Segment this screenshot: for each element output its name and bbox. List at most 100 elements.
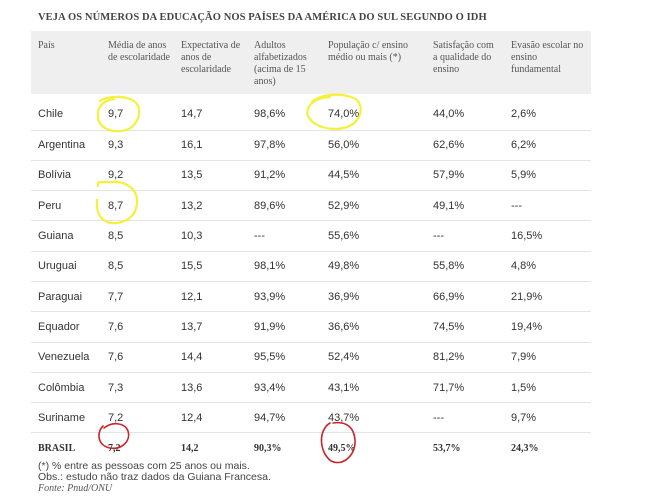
table-title: VEJA OS NÚMEROS DA EDUCAÇÃO NOS PAÍSES D… (38, 12, 487, 23)
table-row: Peru 8,7 13,2 89,6% 52,9% 49,1% --- (31, 190, 591, 221)
education-table: País Média de anos de escolaridade Expec… (31, 31, 591, 463)
footnote-asterisk: (*) % entre as pessoas com 25 anos ou ma… (38, 460, 250, 472)
data-cell: --- (433, 230, 444, 243)
data-cell: 9,7% (511, 411, 537, 424)
country-cell: Chile (38, 107, 64, 120)
data-cell: 9,3 (108, 139, 124, 152)
header-row: País Média de anos de escolaridade Expec… (31, 31, 591, 94)
country-cell: Suriname (38, 411, 86, 424)
data-cell: 71,7% (433, 381, 465, 394)
data-cell: --- (511, 199, 522, 212)
data-cell: 13,2 (181, 199, 203, 212)
table-row: Venezuela 7,6 14,4 95,5% 52,4% 81,2% 7,9… (31, 342, 591, 372)
data-cell: 36,9% (328, 290, 360, 303)
data-cell: 49,8% (328, 260, 360, 273)
data-cell: 14,4 (181, 351, 203, 364)
table-row: Chile 9,7 14,7 98,6% 74,0% 44,0% 2,6% (31, 94, 591, 130)
data-cell: --- (254, 230, 265, 243)
data-cell: 19,4% (511, 320, 543, 333)
country-cell: Paraguai (38, 290, 83, 303)
data-cell: 12,4 (181, 411, 203, 424)
data-cell: 12,1 (181, 290, 203, 303)
data-cell: 89,6% (254, 199, 286, 212)
data-cell: 14,7 (181, 107, 203, 120)
country-cell: Colômbia (38, 381, 85, 394)
data-cell: 8,7 (108, 199, 124, 212)
data-cell: 53,7% (433, 442, 461, 454)
table-row: Uruguai 8,5 15,5 98,1% 49,8% 55,8% 4,8% (31, 251, 591, 281)
data-cell: 44,0% (433, 107, 465, 120)
col-header-satisfacao: Satisfação com a qualidade do ensino (426, 31, 504, 94)
data-cell: 7,3 (108, 381, 124, 394)
table-row: Paraguai 7,7 12,1 93,9% 36,9% 66,9% 21,9… (31, 281, 591, 311)
data-cell: 16,5% (511, 230, 543, 243)
data-cell: 6,2% (511, 139, 537, 152)
data-cell: 24,3% (511, 442, 539, 454)
data-cell: 43,1% (328, 381, 360, 394)
country-cell: Equador (38, 320, 80, 333)
country-cell: Peru (38, 199, 62, 212)
data-cell: 5,9% (511, 169, 537, 182)
data-cell: 15,5 (181, 260, 203, 273)
data-cell: 55,8% (433, 260, 465, 273)
table-row: Bolívia 9,2 13,5 91,2% 44,5% 57,9% 5,9% (31, 160, 591, 190)
table-row: Argentina 9,3 16,1 97,8% 56,0% 62,6% 6,2… (31, 130, 591, 160)
data-cell: 16,1 (181, 139, 203, 152)
table-row: Suriname 7,2 12,4 94,7% 43,7% --- 9,7% (31, 402, 591, 433)
data-cell: 7,9% (511, 351, 537, 364)
data-cell: 90,3% (254, 442, 282, 454)
source-note: Fonte: Pnud/ONU (38, 483, 113, 494)
data-cell: 7,2 (108, 442, 121, 454)
data-cell: 62,6% (433, 139, 465, 152)
country-cell: Guiana (38, 230, 74, 243)
data-cell: 9,2 (108, 169, 124, 182)
country-cell: Venezuela (38, 351, 90, 364)
data-cell: 13,7 (181, 320, 203, 333)
data-cell: 93,9% (254, 290, 286, 303)
data-cell: 49,1% (433, 199, 465, 212)
country-cell: BRASIL (38, 442, 76, 454)
data-cell: 10,3 (181, 230, 203, 243)
col-header-evasao: Evasão escolar no ensino fundamental (504, 31, 591, 94)
col-header-expectativa: Expectativa de anos de escolaridade (174, 31, 247, 94)
data-cell: 56,0% (328, 139, 360, 152)
data-cell: 8,5 (108, 260, 124, 273)
table-row: Colômbia 7,3 13,6 93,4% 43,1% 71,7% 1,5% (31, 372, 591, 402)
col-header-pais: País (31, 31, 101, 94)
data-cell: 36,6% (328, 320, 360, 333)
data-cell: 7,7 (108, 290, 124, 303)
col-header-media-anos: Média de anos de escolaridade (101, 31, 174, 94)
footnote-obs: Obs.: estudo não traz dados da Guiana Fr… (38, 471, 271, 483)
col-header-ensino-medio: População c/ ensino médio ou mais (*) (321, 31, 426, 94)
data-cell: 7,6 (108, 351, 124, 364)
data-cell: 13,5 (181, 169, 203, 182)
data-cell: 93,4% (254, 381, 286, 394)
data-cell: 98,1% (254, 260, 286, 273)
data-cell: 91,9% (254, 320, 286, 333)
data-cell: 14,2 (181, 442, 199, 454)
data-cell: 81,2% (433, 351, 465, 364)
table-footnotes: (*) % entre as pessoas com 25 anos ou ma… (38, 460, 271, 495)
table-row: Equador 7,6 13,7 91,9% 36,6% 74,5% 19,4% (31, 311, 591, 342)
data-cell: 9,7 (108, 107, 124, 120)
country-cell: Bolívia (38, 169, 72, 182)
data-cell: 94,7% (254, 411, 286, 424)
data-cell: 44,5% (328, 169, 360, 182)
data-cell: 43,7% (328, 411, 360, 424)
data-cell: 74,5% (433, 320, 465, 333)
data-cell: 49,5% (328, 442, 356, 454)
data-cell: 13,6 (181, 381, 203, 394)
country-cell: Uruguai (38, 260, 77, 273)
data-cell: 91,2% (254, 169, 286, 182)
data-cell: 2,6% (511, 107, 537, 120)
data-cell: 55,6% (328, 230, 360, 243)
country-cell: Argentina (38, 139, 86, 152)
data-cell: 1,5% (511, 381, 537, 394)
data-cell: 98,6% (254, 107, 286, 120)
data-cell: 4,8% (511, 260, 537, 273)
table-row-brasil: BRASIL 7,2 14,2 90,3% 49,5% 53,7% 24,3% (31, 432, 591, 463)
data-cell: 97,8% (254, 139, 286, 152)
data-cell: 52,9% (328, 199, 360, 212)
data-cell: 7,2 (108, 411, 124, 424)
col-header-adultos-alfabetizados: Adultos alfabetizados (acima de 15 anos) (247, 31, 321, 94)
